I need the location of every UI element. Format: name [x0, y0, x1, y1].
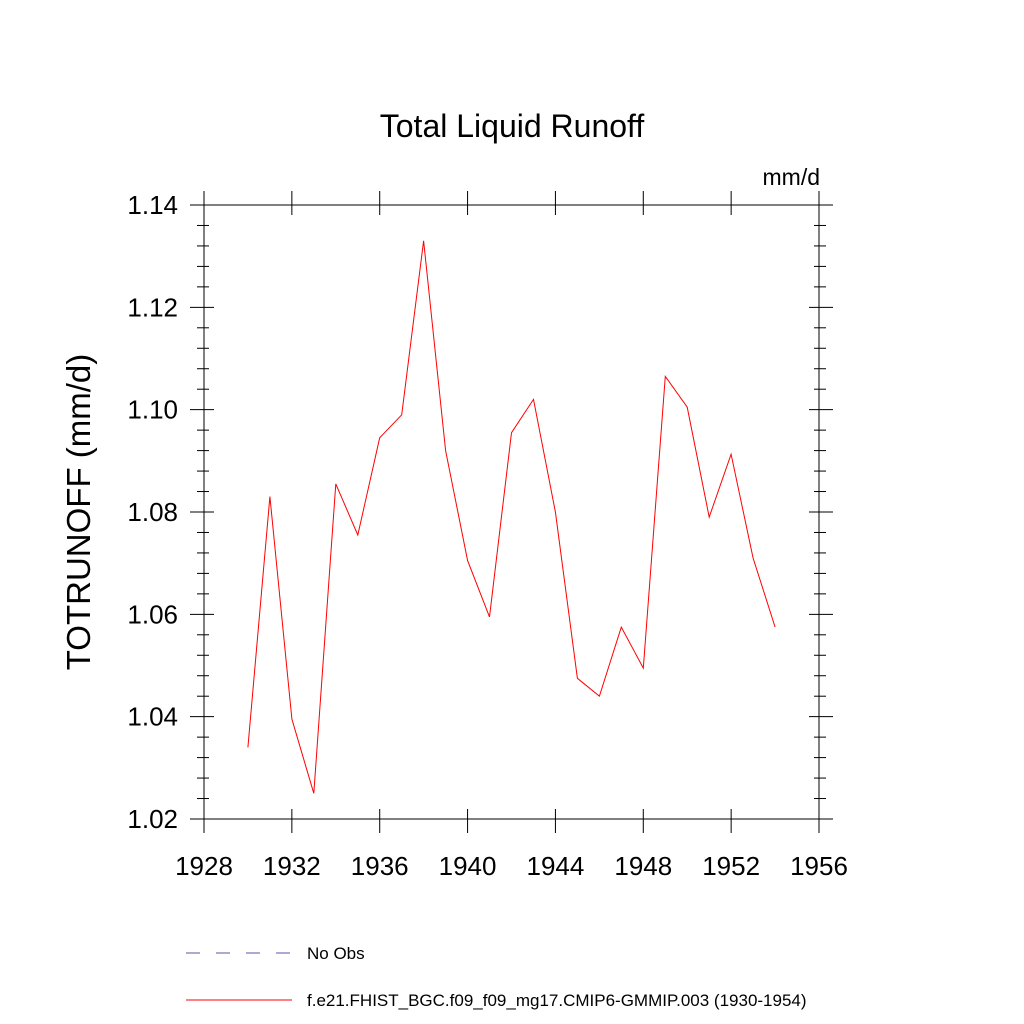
- legend-label: f.e21.FHIST_BGC.f09_f09_mg17.CMIP6-GMMIP…: [307, 991, 807, 1010]
- axis-tick-labels: 1928 1932 1936 1940 1944 1948 1952 1956 1.02 1.04…: [127, 190, 848, 881]
- legend: No Obs f.e21.FHIST_BGC.f09_f09_mg17.CMIP6…: [186, 944, 807, 1010]
- x-tick-label: 1932: [263, 851, 321, 881]
- axis-ticks: [190, 191, 833, 833]
- y-tick-label: 1.02: [127, 804, 178, 834]
- legend-label: No Obs: [307, 944, 365, 963]
- series-line: [247, 240, 776, 794]
- y-tick-label: 1.14: [127, 190, 178, 220]
- y-axis-label: TOTRUNOFF (mm/d): [60, 354, 97, 671]
- x-tick-label: 1944: [527, 851, 585, 881]
- series-layer: [247, 240, 776, 794]
- x-tick-label: 1928: [175, 851, 233, 881]
- y-tick-label: 1.08: [127, 497, 178, 527]
- x-tick-label: 1952: [702, 851, 760, 881]
- y-tick-label: 1.04: [127, 702, 178, 732]
- y-tick-label: 1.10: [127, 395, 178, 425]
- y-tick-label: 1.12: [127, 292, 178, 322]
- units-label: mm/d: [763, 164, 821, 190]
- x-tick-label: 1940: [439, 851, 497, 881]
- x-tick-label: 1956: [790, 851, 848, 881]
- y-tick-label: 1.06: [127, 599, 178, 629]
- chart-title: Total Liquid Runoff: [380, 108, 645, 144]
- plot-frame: [203, 204, 820, 820]
- x-tick-label: 1948: [614, 851, 672, 881]
- x-tick-label: 1936: [351, 851, 409, 881]
